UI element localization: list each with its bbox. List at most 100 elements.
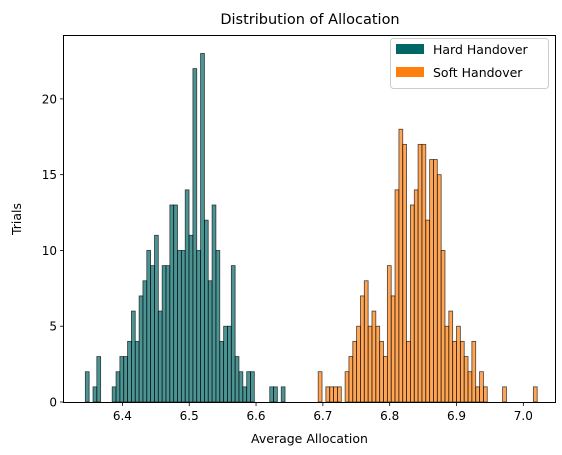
histogram-bar [383, 356, 388, 403]
histogram-bar [363, 280, 369, 403]
histogram-bar [146, 250, 152, 403]
histogram-bar [386, 265, 392, 403]
histogram-bar [134, 340, 140, 403]
histogram-bar [242, 386, 248, 403]
histogram-bar [192, 68, 198, 403]
histogram-bar [188, 234, 194, 403]
histogram-bar [425, 219, 431, 403]
legend-box [390, 38, 549, 89]
x-axis: 6.4 6.5 6.6 6.7 6.8 6.9 7.0 [113, 402, 533, 423]
chart-title: Distribution of Allocation [220, 12, 399, 28]
histogram-bar [234, 356, 240, 403]
histogram-bar [440, 250, 446, 403]
x-tick-label: 6.4 [113, 409, 132, 423]
x-tick-label: 6.6 [246, 409, 265, 423]
histogram-bar [157, 310, 163, 403]
histogram-bar [111, 386, 117, 403]
x-tick-label: 6.8 [380, 409, 399, 423]
histogram-bar [84, 371, 90, 403]
histogram-bar [344, 371, 350, 403]
histogram-bar [207, 280, 213, 403]
histogram-bar [203, 219, 209, 403]
histogram-bar [413, 189, 419, 403]
histogram-bar [483, 386, 488, 403]
histogram-bar [165, 265, 171, 403]
x-tick-label: 7.0 [514, 409, 533, 423]
histogram-bar [394, 189, 400, 403]
histogram-bar [161, 265, 167, 403]
histogram-bar [333, 386, 338, 403]
histogram-bar [444, 325, 450, 403]
histogram-bar [119, 356, 125, 403]
histogram-bar [360, 295, 365, 403]
histogram-bar [246, 371, 251, 403]
y-tick-label: 10 [42, 244, 57, 258]
y-tick-label: 15 [42, 168, 57, 182]
histogram-bar [169, 204, 175, 403]
histogram-bar [471, 340, 477, 403]
histogram-bar [92, 386, 98, 403]
histogram-bar [337, 386, 342, 403]
y-tick-label: 0 [49, 396, 57, 410]
histogram-bar [230, 265, 236, 403]
histogram-bar [211, 204, 217, 403]
legend: Hard Handover Soft Handover [390, 38, 549, 89]
plot-frame [63, 35, 556, 403]
histogram-bar [219, 340, 224, 403]
y-axis: 0 5 10 15 20 [42, 92, 64, 410]
histogram-bar [448, 310, 454, 403]
histogram-bar [467, 371, 473, 403]
histogram-bar [406, 340, 411, 403]
x-axis-label: Average Allocation [251, 431, 368, 446]
histogram-bar [356, 325, 361, 403]
histogram-bar [479, 371, 484, 403]
legend-swatch-hard-handover [396, 44, 424, 54]
histogram-bar [433, 159, 438, 403]
histogram-bar [269, 386, 274, 403]
histogram-bar [463, 356, 469, 403]
histogram-bar [329, 386, 334, 403]
histogram-bar [215, 250, 221, 403]
histogram-bar [390, 295, 396, 403]
histogram-bar [115, 371, 121, 403]
histogram-bar [475, 386, 480, 403]
x-tick-label: 6.7 [313, 409, 332, 423]
histogram-bar [184, 189, 190, 403]
x-tick-label: 6.5 [180, 409, 199, 423]
histogram-bar [452, 340, 457, 403]
histogram-bar [280, 386, 286, 403]
legend-swatch-soft-handover [396, 67, 424, 77]
histogram-bar [131, 310, 136, 403]
histogram-bar [325, 386, 331, 403]
legend-label-soft-handover: Soft Handover [433, 65, 523, 80]
histogram-bar [421, 143, 427, 403]
histogram-bar [348, 356, 354, 403]
histogram-bar [375, 325, 381, 403]
histogram-bar [456, 325, 461, 403]
y-axis-label: Trials [9, 203, 24, 236]
histogram-bar [409, 204, 415, 403]
histogram-bar [150, 265, 155, 403]
histogram-bar [223, 325, 228, 403]
histogram-bar [371, 310, 377, 403]
histogram-bar [123, 356, 128, 403]
histogram-bar [180, 250, 186, 403]
y-tick-label: 20 [42, 92, 57, 106]
histogram-bar [173, 204, 178, 403]
histogram-bar [250, 371, 255, 403]
histogram-bar [402, 143, 407, 403]
histogram-bar [502, 386, 507, 403]
histogram-bar [367, 325, 373, 403]
legend-label-hard-handover: Hard Handover [433, 42, 529, 57]
histogram-bar [96, 356, 102, 403]
histogram-bar [227, 325, 232, 403]
histogram-bar [200, 53, 205, 403]
histogram-bar [273, 386, 278, 403]
histogram-bar [177, 250, 182, 403]
histogram-bar [127, 340, 132, 403]
series-soft-handover [317, 128, 538, 403]
y-tick-label: 5 [49, 320, 57, 334]
histogram-bar [459, 340, 465, 403]
histogram-bar [429, 159, 434, 403]
